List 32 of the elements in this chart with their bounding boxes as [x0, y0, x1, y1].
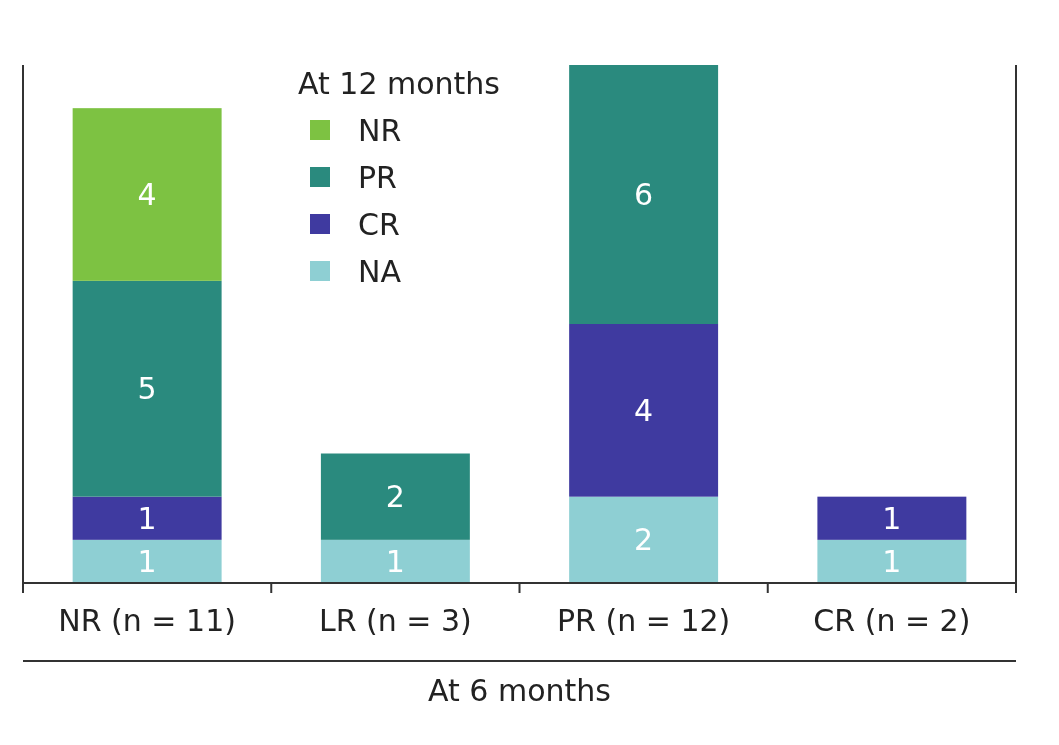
- legend-title: At 12 months: [298, 65, 501, 101]
- bar: [817, 539, 967, 583]
- bar: [569, 496, 719, 583]
- legend-label: PR: [358, 159, 397, 195]
- legend-label: CR: [358, 206, 400, 242]
- data-label: 1: [882, 543, 902, 579]
- x-axis-title: At 6 months: [428, 673, 611, 708]
- legend-label: NA: [358, 253, 402, 289]
- x-tick-label: CR (n = 2): [813, 603, 971, 638]
- bar: [72, 108, 222, 281]
- bar: [569, 65, 719, 324]
- data-label: 2: [385, 479, 405, 515]
- x-tick-label: LR (n = 3): [318, 603, 472, 638]
- data-label: 4: [137, 177, 157, 212]
- data-label: 1: [385, 543, 405, 579]
- bar: [72, 280, 222, 497]
- legend-label: NR: [358, 112, 402, 148]
- data-label: 1: [137, 500, 157, 536]
- x-tick-label: PR (n = 12): [556, 603, 731, 638]
- bar: [320, 453, 470, 540]
- data-label: 2: [634, 522, 654, 558]
- x-tick-label: NR (n = 11): [58, 603, 236, 638]
- bar: [320, 539, 470, 583]
- data-label: 1: [882, 500, 902, 536]
- data-label: 1: [137, 543, 157, 579]
- bar: [817, 496, 967, 540]
- bar: [72, 539, 222, 583]
- data-label: 5: [137, 371, 157, 407]
- data-label: 4: [634, 392, 654, 428]
- bar: [72, 496, 222, 540]
- bar: [569, 324, 719, 497]
- data-label: 6: [634, 177, 654, 212]
